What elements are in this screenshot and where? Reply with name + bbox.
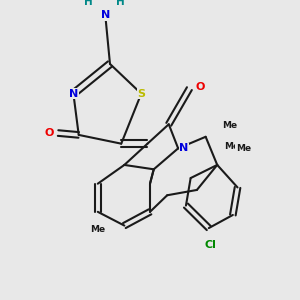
Text: Me: Me [91, 225, 106, 234]
Text: O: O [44, 128, 53, 138]
Text: Me: Me [236, 143, 251, 152]
Text: Me: Me [224, 142, 239, 151]
Text: S: S [137, 88, 145, 99]
Text: N: N [179, 143, 188, 153]
Text: Cl: Cl [205, 240, 217, 250]
Text: N: N [101, 10, 110, 20]
Text: N: N [69, 88, 78, 99]
Text: H: H [116, 0, 125, 7]
Text: Me: Me [223, 121, 238, 130]
Text: H: H [84, 0, 93, 7]
Text: O: O [196, 82, 205, 92]
